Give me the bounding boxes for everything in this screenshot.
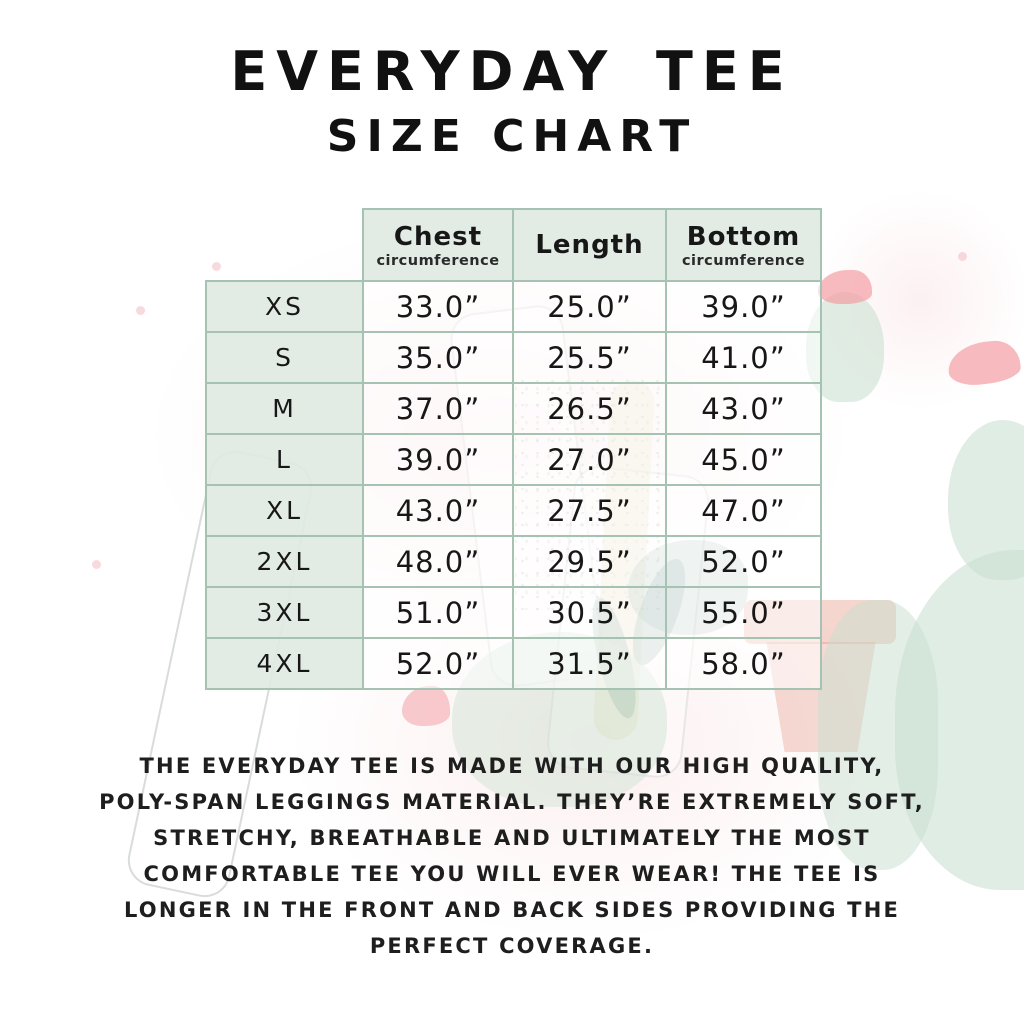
cactus-flower-icon [818,270,872,304]
column-header-label: Chest [393,221,483,252]
table-row: 2XL 48.0” 29.5” 52.0” [205,535,822,588]
table-row: 4XL 52.0” 31.5” 58.0” [205,637,822,690]
bottom-value-cell: 47.0” [665,484,822,537]
column-header-label: Bottom [686,221,801,252]
length-value-cell: 25.0” [512,280,667,333]
size-chart-table: Chest circumference Length Bottom circum… [205,208,822,690]
column-header-bottom: Bottom circumference [665,208,822,282]
cactus-flower-icon [946,338,1022,388]
page-title: EVERYDAY TEE [230,40,794,103]
size-cell: 2XL [205,535,364,588]
pink-wash-watermark [810,190,1024,410]
column-header-chest: Chest circumference [362,208,514,282]
chest-value-cell: 35.0” [362,331,514,384]
bottom-value-cell: 52.0” [665,535,822,588]
header: EVERYDAY TEE SIZE CHART [0,40,1024,162]
table-row: S 35.0” 25.5” 41.0” [205,331,822,384]
size-cell: 3XL [205,586,364,639]
size-cell: M [205,382,364,435]
bottom-value-cell: 43.0” [665,382,822,435]
size-cell: XL [205,484,364,537]
bottom-value-cell: 45.0” [665,433,822,486]
size-cell: 4XL [205,637,364,690]
length-value-cell: 30.5” [512,586,667,639]
size-cell: S [205,331,364,384]
length-value-cell: 27.5” [512,484,667,537]
length-value-cell: 31.5” [512,637,667,690]
bottom-value-cell: 41.0” [665,331,822,384]
chest-value-cell: 39.0” [362,433,514,486]
description-line: THE EVERYDAY TEE IS MADE WITH OUR HIGH Q… [139,754,885,778]
column-header-sub: circumference [681,252,806,269]
page-subtitle: SIZE CHART [326,111,698,162]
pink-dot-watermark [92,560,101,569]
size-cell: XS [205,280,364,333]
cactus-flower-icon [402,686,450,726]
description-line: POLY-SPAN LEGGINGS MATERIAL. THEY’RE EXT… [99,790,925,814]
pink-dot-watermark [136,306,145,315]
description-line: LONGER IN THE FRONT AND BACK SIDES PROVI… [123,898,901,922]
chest-value-cell: 37.0” [362,382,514,435]
length-value-cell: 29.5” [512,535,667,588]
column-header-label: Length [535,230,644,260]
description-line: COMFORTABLE TEE YOU WILL EVER WEAR! THE … [143,862,881,886]
bottom-value-cell: 55.0” [665,586,822,639]
bottom-value-cell: 58.0” [665,637,822,690]
length-value-cell: 26.5” [512,382,667,435]
header-row: Chest circumference Length Bottom circum… [206,208,822,282]
length-value-cell: 27.0” [512,433,667,486]
chest-value-cell: 52.0” [362,637,514,690]
table-row: XL 43.0” 27.5” 47.0” [205,484,822,537]
table-row: 3XL 51.0” 30.5” 55.0” [205,586,822,639]
table-row: L 39.0” 27.0” 45.0” [205,433,822,486]
description: THE EVERYDAY TEE IS MADE WITH OUR HIGH Q… [0,748,1024,964]
length-value-cell: 25.5” [512,331,667,384]
chest-value-cell: 51.0” [362,586,514,639]
column-header-length: Length [512,208,667,282]
pink-dot-watermark [958,252,967,261]
chest-value-cell: 33.0” [362,280,514,333]
chest-value-cell: 43.0” [362,484,514,537]
description-line: PERFECT COVERAGE. [369,934,655,958]
table-row: XS 33.0” 25.0” 39.0” [205,280,822,333]
size-cell: L [205,433,364,486]
bottom-value-cell: 39.0” [665,280,822,333]
chest-value-cell: 48.0” [362,535,514,588]
cactus-watermark [948,420,1024,580]
column-header-sub: circumference [376,252,500,269]
table-row: M 37.0” 26.5” 43.0” [205,382,822,435]
corner-spacer-cell [206,209,363,281]
description-line: STRETCHY, BREATHABLE AND ULTIMATELY THE … [153,826,871,850]
